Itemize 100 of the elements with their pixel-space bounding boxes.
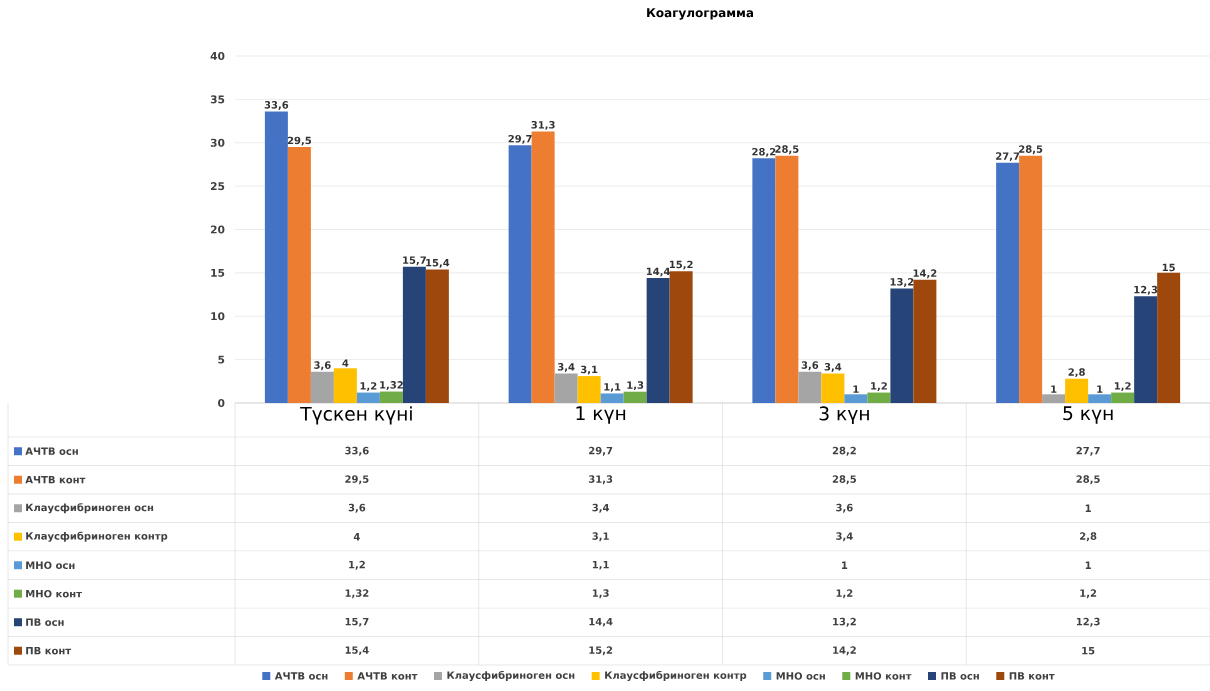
- data-label: 1: [842, 561, 848, 569]
- legend-label: АЧТВ конт: [25, 476, 86, 484]
- y-tick-label: 25: [210, 182, 225, 191]
- text: 31,3: [531, 121, 555, 130]
- bar: [1019, 155, 1043, 403]
- text: 2,8: [1068, 368, 1085, 378]
- text: 1,3: [627, 381, 644, 391]
- data-label: 29,7: [589, 446, 613, 456]
- text: 3,4: [557, 363, 575, 372]
- bar: [890, 288, 914, 403]
- text: АЧТВ конт: [357, 672, 418, 680]
- legend-label: МНО осн: [776, 672, 825, 680]
- text: 33,6: [264, 101, 289, 110]
- text: 1,32: [380, 381, 403, 390]
- data-label: 33,6: [345, 446, 369, 456]
- bar: [669, 271, 693, 403]
- bar: [1042, 394, 1066, 403]
- data-label: 15: [1082, 647, 1095, 655]
- y-tick-label: 40: [210, 51, 225, 61]
- text: 3,1: [580, 365, 598, 375]
- bar: [577, 376, 601, 403]
- text: Клаусфибриноген осн: [447, 670, 575, 682]
- text: 1,2: [871, 382, 887, 391]
- bar: [646, 278, 670, 403]
- data-label: 1,1: [592, 560, 609, 570]
- text: 15,7: [403, 256, 426, 266]
- bar: [1088, 394, 1112, 403]
- data-label: 15,2: [589, 646, 613, 656]
- text: 1: [853, 385, 859, 393]
- bar: [996, 162, 1020, 403]
- bar: [287, 147, 311, 403]
- x-tick-label: 5 күн: [1063, 406, 1113, 424]
- text: 1,1: [604, 383, 621, 392]
- data-label: 15,7: [345, 617, 369, 627]
- text: 27,7: [996, 152, 1020, 162]
- text: 29,7: [508, 134, 532, 144]
- bar: [425, 269, 449, 403]
- data-label: 3,1: [592, 532, 609, 542]
- bar: [913, 279, 937, 403]
- y-tick-label: 5: [218, 355, 225, 364]
- text: 3,4: [824, 363, 842, 372]
- data-label: 28,2: [832, 446, 856, 456]
- text: 28,2: [752, 147, 776, 157]
- text: 14,4: [646, 267, 671, 277]
- bar: [333, 368, 357, 403]
- text: МНО осн: [26, 561, 75, 570]
- bar: [844, 394, 868, 403]
- y-tick-label: 30: [210, 138, 225, 147]
- text: 12,3: [1134, 285, 1158, 295]
- chart-title: Коагулограмма: [647, 8, 754, 20]
- bar: [264, 111, 288, 403]
- legend-label: Клаусфибриноген контр: [26, 531, 168, 542]
- bar: [752, 158, 776, 403]
- text: 1,2: [360, 382, 377, 391]
- bar: [310, 371, 334, 403]
- text: 15: [1162, 263, 1175, 272]
- text: ПВ осн: [26, 618, 64, 626]
- text: 3,6: [314, 361, 331, 371]
- data-label: 1,3: [592, 589, 609, 599]
- data-label: 13,2: [833, 617, 856, 627]
- bar: [508, 145, 532, 403]
- data-label: 1,2: [836, 589, 853, 599]
- bar: [867, 392, 891, 403]
- legend-label: ПВ конт: [1009, 672, 1055, 680]
- legend-label: Клаусфибриноген осн: [26, 503, 154, 514]
- bar: [600, 393, 624, 403]
- data-label: 15,4: [345, 646, 369, 656]
- bar: [356, 392, 380, 403]
- x-tick-label: Түскен күні: [300, 406, 412, 425]
- bar: [379, 391, 403, 403]
- data-label: 4: [353, 533, 360, 541]
- legend-label: МНО конт: [855, 672, 912, 680]
- text: 29,5: [287, 136, 312, 146]
- y-tick-label: 20: [210, 225, 225, 234]
- data-label: 2,8: [1080, 532, 1097, 542]
- bar: [623, 391, 647, 403]
- bar: [821, 373, 845, 403]
- text: 15,2: [669, 260, 693, 270]
- y-tick-label: 10: [211, 312, 225, 321]
- text: МНО конт: [26, 589, 82, 598]
- text: 15,4: [426, 259, 450, 268]
- bar: [402, 266, 426, 403]
- text: 1,2: [1114, 382, 1131, 391]
- legend-label: АЧТВ осн: [25, 447, 78, 455]
- bar: [1134, 296, 1158, 403]
- data-label: 28,5: [832, 475, 857, 485]
- data-label: 1,2: [349, 560, 365, 570]
- bar: [1065, 378, 1089, 403]
- data-label: 3,6: [836, 503, 853, 513]
- data-label: 14,4: [589, 617, 613, 627]
- text: 28,5: [775, 145, 799, 155]
- text: 1: [1097, 385, 1103, 393]
- data-label: 27,7: [1076, 446, 1100, 456]
- data-label: 1,2: [1080, 589, 1097, 599]
- bar: [1111, 392, 1135, 403]
- data-label: 29,5: [345, 475, 369, 485]
- text: АЧТВ осн: [274, 672, 328, 680]
- data-label: 3,4: [836, 532, 853, 542]
- bar: [798, 371, 822, 403]
- text: ПВ конт: [26, 647, 72, 655]
